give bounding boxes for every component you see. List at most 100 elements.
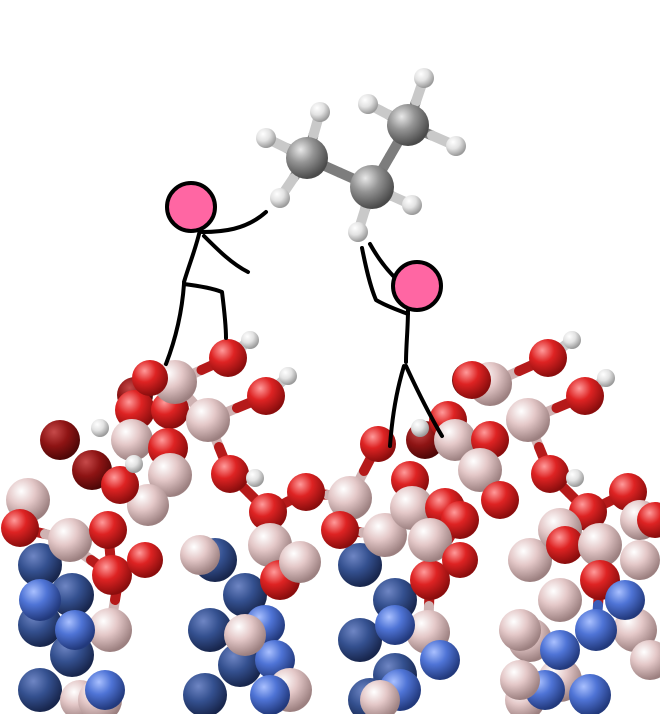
hydrogen-atom: [270, 188, 290, 208]
nitrogen-atom: [55, 610, 95, 650]
boron-nitride-surface: [1, 331, 660, 714]
boron-atom: [328, 476, 372, 520]
boron-atom: [630, 640, 660, 680]
right-figure-body: [404, 308, 410, 364]
hydrogen-atom: [256, 128, 276, 148]
oxygen-atom: [89, 511, 127, 549]
left-figure-body: [182, 228, 202, 284]
oxygen-atom: [287, 473, 325, 511]
oxygen-atom: [360, 426, 396, 462]
nitrogen-atom: [85, 670, 125, 710]
oxygen-atom: [529, 339, 567, 377]
hydrogen-atom: [358, 94, 378, 114]
nitrogen-atom: [18, 543, 62, 587]
boron-atom: [500, 660, 540, 700]
boron-atom: [620, 540, 660, 580]
hydrogen-atom: [125, 455, 143, 473]
boron-atom: [48, 518, 92, 562]
nitrogen-atom: [188, 608, 232, 652]
hydrogen-atom: [279, 367, 297, 385]
oxygen-atom: [321, 511, 359, 549]
oxygen-atom: [441, 501, 479, 539]
oxygen-atom: [40, 420, 80, 460]
oxygen-atom: [1, 509, 39, 547]
left-figure-arm-up: [200, 210, 268, 234]
stick-figure-right: [360, 242, 444, 448]
left-figure-leg-left: [164, 282, 186, 366]
boron-atom: [390, 486, 434, 530]
right-figure-leg-right: [404, 364, 444, 438]
hydrogen-atom: [411, 419, 429, 437]
boron-atom: [88, 608, 132, 652]
oxygen-atom: [442, 542, 478, 578]
hydrogen-atom: [597, 369, 615, 387]
nitrogen-atom: [223, 573, 267, 617]
oxygen-atom: [531, 455, 569, 493]
hydrogen-atom: [246, 469, 264, 487]
oxygen-atom: [410, 560, 450, 600]
boron-atom: [506, 398, 550, 442]
boron-atom: [499, 609, 541, 651]
nitrogen-atom: [183, 673, 227, 714]
oxygen-atom: [546, 526, 584, 564]
left-figure-leg-right: [182, 282, 228, 340]
hydrogen-atom: [241, 331, 259, 349]
carbon-atom: [387, 104, 429, 146]
boron-atom: [434, 419, 476, 461]
boron-atom: [508, 538, 552, 582]
boron-atom: [148, 453, 192, 497]
nitrogen-atom: [605, 580, 645, 620]
left-figure-head: [165, 181, 217, 233]
boron-atom: [458, 448, 502, 492]
boron-atom: [538, 578, 582, 622]
right-figure-arm-left: [360, 246, 410, 316]
nitrogen-atom: [338, 543, 382, 587]
oxygen-atom: [453, 361, 491, 399]
hydrogen-atom: [91, 419, 109, 437]
oxygen-atom: [101, 466, 139, 504]
boron-atom: [578, 523, 622, 567]
nitrogen-atom: [569, 674, 611, 714]
nitrogen-atom: [338, 618, 382, 662]
carbon-atom: [286, 137, 328, 179]
stick-figure-left: [164, 181, 268, 366]
oxygen-atom: [637, 502, 660, 538]
nitrogen-atom: [50, 573, 94, 617]
boron-atom: [111, 419, 153, 461]
oxygen-atom: [132, 360, 168, 396]
hydrogen-atom: [563, 331, 581, 349]
left-figure-arm-down: [202, 234, 250, 274]
boron-atom: [180, 535, 220, 575]
boron-atom: [127, 484, 169, 526]
nitrogen-atom: [18, 668, 62, 712]
butane-molecule: [256, 68, 466, 242]
hydrogen-atom: [348, 222, 368, 242]
oxygen-atom: [127, 542, 163, 578]
boron-atom: [363, 513, 407, 557]
nitrogen-atom: [420, 640, 460, 680]
oxygen-atom: [92, 555, 132, 595]
oxygen-atom: [209, 339, 247, 377]
nitrogen-atom: [19, 579, 61, 621]
hydrogen-atom: [446, 136, 466, 156]
boron-atom: [408, 518, 452, 562]
hydrogen-atom: [414, 68, 434, 88]
boron-atom: [186, 398, 230, 442]
oxygen-atom: [249, 493, 287, 531]
oxygen-atom: [247, 377, 285, 415]
hydrogen-atom: [310, 102, 330, 122]
boron-atom: [224, 614, 266, 656]
nitrogen-atom: [250, 675, 290, 714]
oxygen-atom: [115, 390, 155, 430]
carbon-atom: [350, 165, 394, 209]
oxygen-atom: [566, 377, 604, 415]
hydrogen-atom: [402, 195, 422, 215]
oxygen-atom: [211, 455, 249, 493]
nitrogen-atom: [540, 630, 580, 670]
boron-atom: [360, 680, 400, 714]
boron-atom: [279, 541, 321, 583]
oxygen-atom: [481, 481, 519, 519]
right-figure-head: [391, 260, 443, 312]
hydrogen-atom: [566, 469, 584, 487]
